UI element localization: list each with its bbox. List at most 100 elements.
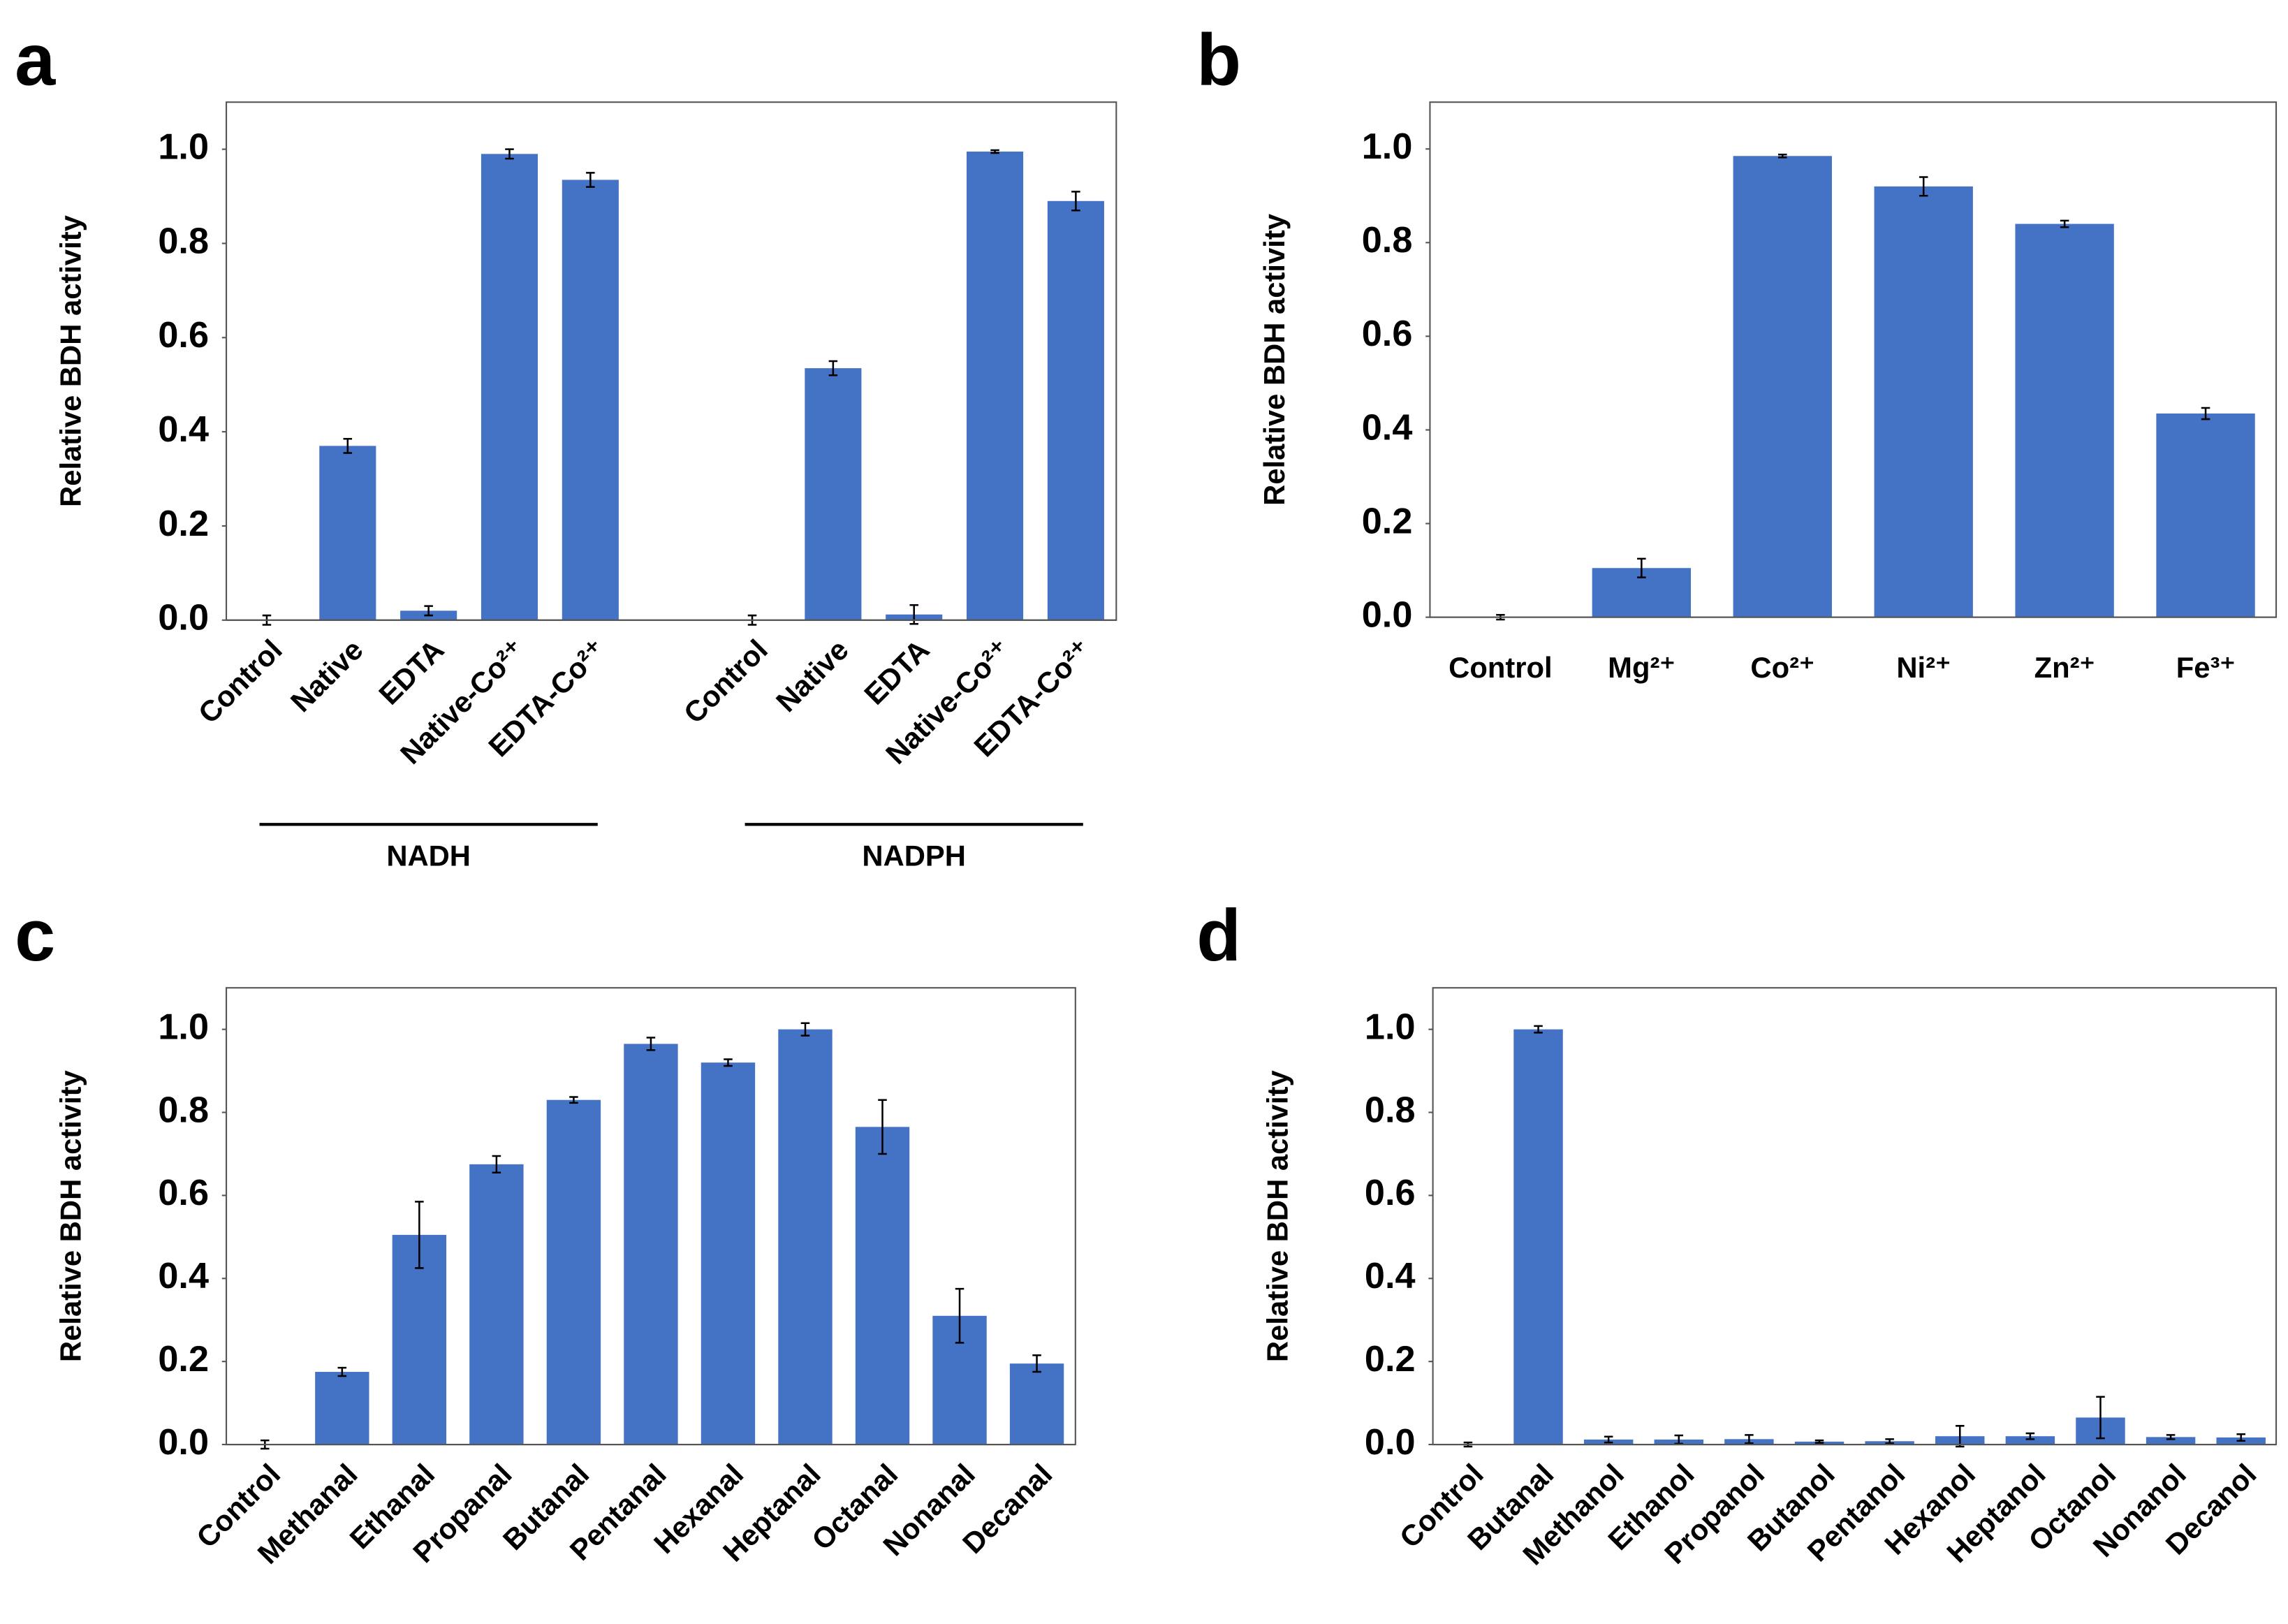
y-tick-label: 0.8 xyxy=(1365,1090,1416,1130)
x-tick-label: Co²⁺ xyxy=(1750,651,1814,684)
error-bar xyxy=(1814,1439,1824,1444)
error-bar xyxy=(1885,1438,1894,1444)
error-bar xyxy=(343,437,353,454)
error-bar xyxy=(337,1366,347,1377)
panel-label: a xyxy=(15,20,56,101)
x-tick-label: Zn²⁺ xyxy=(2034,651,2095,684)
error-bar xyxy=(828,360,838,376)
y-axis-label: Relative BDH activity xyxy=(54,215,87,507)
error-bar xyxy=(646,1037,656,1051)
x-tick-label: Fe³⁺ xyxy=(2176,651,2236,684)
error-bar xyxy=(1778,154,1787,159)
y-tick-label: 0.0 xyxy=(1365,1422,1416,1463)
y-tick-label: 0.6 xyxy=(1365,1173,1416,1213)
y-tick-label: 0.4 xyxy=(1365,1256,1416,1296)
error-bar xyxy=(1955,1425,1965,1448)
error-bar xyxy=(2166,1434,2176,1440)
bar xyxy=(855,1127,910,1445)
plot-frame xyxy=(1429,101,2278,618)
y-tick-label: 0.4 xyxy=(158,1256,209,1296)
bar xyxy=(805,368,862,620)
y-axis-label: Relative BDH activity xyxy=(1261,1070,1293,1362)
y-tick-label: 0.0 xyxy=(158,1422,209,1463)
bar xyxy=(2015,224,2114,617)
bar xyxy=(319,446,376,620)
bar xyxy=(562,180,619,620)
y-tick-label: 0.0 xyxy=(158,598,209,638)
error-bar xyxy=(724,1058,733,1067)
error-bar xyxy=(878,1099,887,1155)
y-axis-label: Relative BDH activity xyxy=(54,1070,87,1362)
y-tick-label: 0.8 xyxy=(1362,220,1413,261)
error-bar xyxy=(2096,1396,2105,1440)
x-tick-label: Native xyxy=(770,633,855,718)
x-tick-label: Mg²⁺ xyxy=(1608,651,1675,684)
error-bar xyxy=(955,1287,965,1344)
x-tick-label: EDTA xyxy=(858,633,935,710)
y-tick-label: 1.0 xyxy=(158,1007,209,1047)
error-bar xyxy=(2025,1432,2035,1440)
x-tick-label: Ni²⁺ xyxy=(1896,651,1951,684)
error-bar xyxy=(424,605,433,617)
error-bar xyxy=(1071,191,1080,212)
error-bar xyxy=(2236,1433,2245,1442)
y-tick-label: 0.2 xyxy=(158,504,209,544)
y-tick-label: 1.0 xyxy=(1362,126,1413,167)
error-bar xyxy=(1032,1354,1041,1373)
y-tick-label: 0.4 xyxy=(1362,407,1413,448)
error-bar xyxy=(2060,219,2069,228)
bar xyxy=(1009,1363,1064,1445)
error-bar xyxy=(1674,1434,1684,1445)
y-tick-label: 0.6 xyxy=(1362,314,1413,354)
bar xyxy=(481,154,538,620)
error-bar xyxy=(990,149,999,154)
y-tick-label: 0.6 xyxy=(158,1173,209,1213)
error-bar xyxy=(1919,176,1928,197)
x-tick-label: Native xyxy=(284,633,369,718)
error-bar xyxy=(1745,1434,1754,1444)
bar xyxy=(1874,186,1973,617)
x-tick-label: Control xyxy=(192,633,288,729)
x-tick-label: Control xyxy=(1449,651,1552,684)
panel-label: b xyxy=(1196,20,1241,101)
bar xyxy=(778,1029,833,1445)
error-bar xyxy=(586,172,595,188)
y-tick-label: 0.8 xyxy=(158,1090,209,1130)
bar xyxy=(967,152,1024,620)
bar xyxy=(1047,200,1104,620)
error-bar xyxy=(569,1096,578,1104)
error-bar xyxy=(1637,557,1646,578)
y-tick-label: 0.8 xyxy=(158,221,209,261)
bar xyxy=(2005,1436,2055,1445)
bar xyxy=(546,1099,601,1445)
error-bar xyxy=(800,1022,810,1037)
y-tick-label: 0.2 xyxy=(1365,1339,1416,1380)
group-label: NADH xyxy=(386,839,471,872)
panel-label: c xyxy=(15,895,55,976)
bar xyxy=(2146,1437,2196,1445)
y-tick-label: 0.4 xyxy=(158,409,209,450)
error-bar xyxy=(2201,407,2210,420)
error-bar xyxy=(415,1201,424,1269)
y-axis-label: Relative BDH activity xyxy=(1258,214,1291,506)
bar xyxy=(2156,414,2255,617)
bar xyxy=(315,1372,369,1445)
y-tick-label: 0.6 xyxy=(158,315,209,356)
y-tick-label: 1.0 xyxy=(1365,1007,1416,1047)
bar xyxy=(469,1164,524,1445)
error-bar xyxy=(492,1155,501,1173)
error-bar xyxy=(505,148,514,160)
y-tick-label: 1.0 xyxy=(158,126,209,167)
bar xyxy=(1513,1029,1563,1445)
y-tick-label: 0.2 xyxy=(158,1339,209,1380)
bar xyxy=(1733,156,1832,617)
bar xyxy=(392,1234,447,1445)
y-tick-label: 0.0 xyxy=(1362,594,1413,635)
group-label: NADPH xyxy=(862,839,966,872)
error-bar xyxy=(1604,1435,1613,1444)
x-tick-label: EDTA xyxy=(372,633,450,710)
bar xyxy=(624,1044,678,1445)
error-bar xyxy=(1534,1025,1543,1034)
x-tick-label: Control xyxy=(677,633,774,729)
